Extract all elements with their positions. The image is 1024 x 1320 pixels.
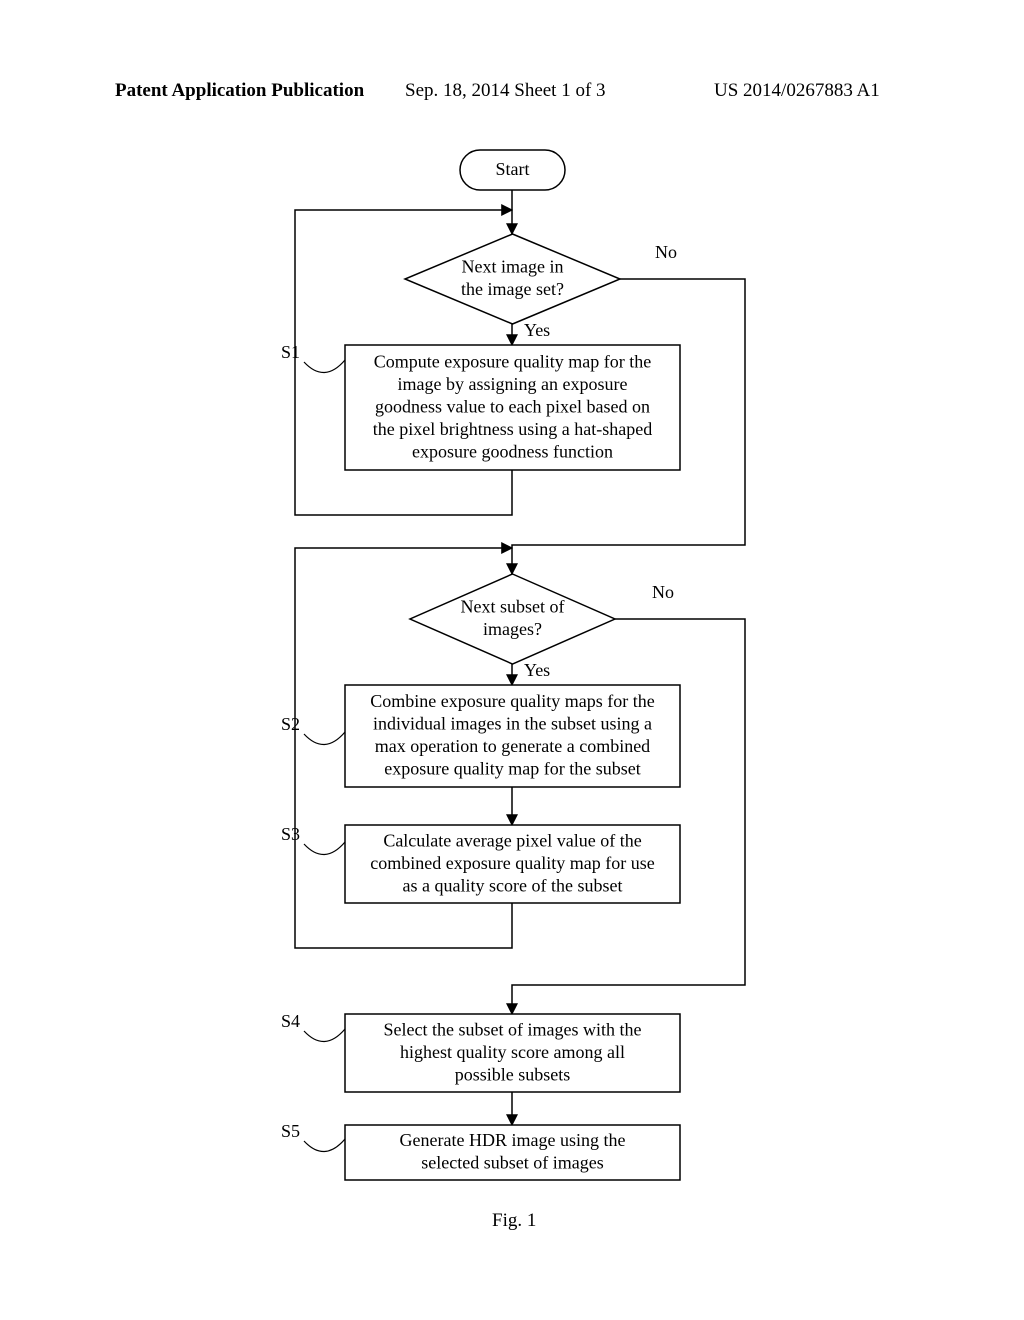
edge-label: No <box>655 242 677 262</box>
edge-label: Yes <box>524 660 550 680</box>
step-label-S1: S1 <box>281 342 345 373</box>
step-label-S3: S3 <box>281 824 345 855</box>
node-start: Start <box>460 150 565 190</box>
svg-text:Compute exposure quality map f: Compute exposure quality map for theimag… <box>373 351 652 461</box>
step-label-S4: S4 <box>281 1011 345 1042</box>
node-d2: Next subset ofimages? <box>410 574 615 664</box>
flowchart-step-labels: S1 S2 S3 S4 S5 <box>281 342 345 1152</box>
svg-text:Calculate average pixel value: Calculate average pixel value of thecomb… <box>370 830 654 895</box>
step-label-S2: S2 <box>281 714 345 745</box>
flowchart-figure: Yes No Yes No Start Next image inthe image s… <box>0 140 1024 1260</box>
svg-text:S4: S4 <box>281 1011 300 1031</box>
step-label-S5: S5 <box>281 1121 345 1152</box>
node-s4: Select the subset of images with thehigh… <box>345 1014 680 1092</box>
svg-text:S1: S1 <box>281 342 300 362</box>
patent-page: Patent Application Publication Sep. 18, … <box>0 0 1024 1320</box>
flowchart-svg: Yes No Yes No Start Next image inthe image s… <box>0 140 1024 1260</box>
svg-text:S5: S5 <box>281 1121 300 1141</box>
page-header: Patent Application Publication Sep. 18, … <box>0 80 1024 110</box>
svg-text:Start: Start <box>496 159 530 179</box>
header-publication-label: Patent Application Publication <box>115 80 364 102</box>
node-s1: Compute exposure quality map for theimag… <box>345 345 680 470</box>
node-s3: Calculate average pixel value of thecomb… <box>345 825 680 903</box>
svg-text:S3: S3 <box>281 824 300 844</box>
header-publication-number: US 2014/0267883 A1 <box>714 80 880 102</box>
edge-label: No <box>652 582 674 602</box>
node-s5: Generate HDR image using theselected sub… <box>345 1125 680 1180</box>
node-s2: Combine exposure quality maps for theind… <box>345 685 680 787</box>
edge-label: Yes <box>524 320 550 340</box>
svg-text:S2: S2 <box>281 714 300 734</box>
figure-caption: Fig. 1 <box>492 1210 536 1232</box>
node-d1: Next image inthe image set? <box>405 234 620 324</box>
header-sheet-info: Sep. 18, 2014 Sheet 1 of 3 <box>405 80 606 102</box>
